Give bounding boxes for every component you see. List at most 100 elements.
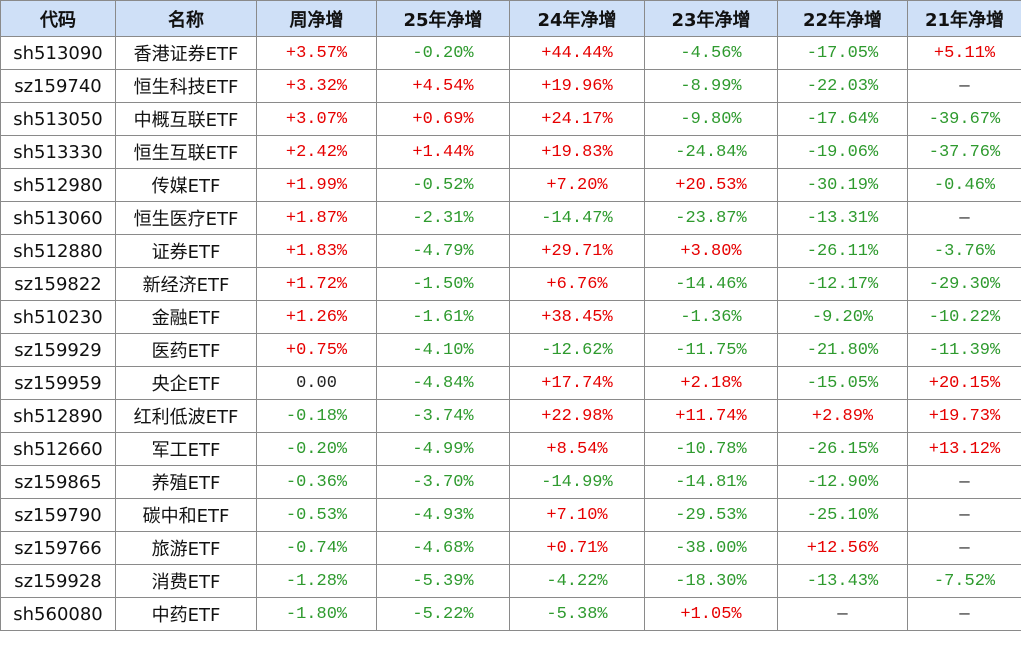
cell-y2023-change: +2.18% [644, 366, 778, 400]
cell-y2024-change: +38.45% [509, 300, 645, 334]
cell-week-change: -1.80% [256, 597, 377, 631]
cell-week-change: +0.75% [256, 333, 377, 367]
cell-y2024-change: +44.44% [509, 36, 645, 70]
cell-week-change: -0.36% [256, 465, 377, 499]
header-name: 名称 [115, 0, 257, 37]
cell-y2024-change: -14.47% [509, 201, 645, 235]
cell-name: 金融ETF [115, 300, 257, 334]
cell-name: 旅游ETF [115, 531, 257, 565]
cell-y2025-change: +1.44% [376, 135, 510, 169]
cell-y2024-change: +7.10% [509, 498, 645, 532]
cell-y2025-change: -3.70% [376, 465, 510, 499]
cell-y2021-change: — [907, 465, 1021, 499]
header-code: 代码 [0, 0, 116, 37]
cell-y2021-change: — [907, 69, 1021, 103]
cell-name: 证券ETF [115, 234, 257, 268]
table-body: sh513090 香港证券ETF +3.57% -0.20% +44.44% -4.56%… [0, 36, 1021, 631]
header-2022-change: 22年净增 [777, 0, 908, 37]
table-header: 代码 名称 周净增 25年净增 24年净增 23年净增 22年净增 21年净增 [0, 0, 1021, 37]
cell-name: 香港证券ETF [115, 36, 257, 70]
cell-code: sh513060 [0, 201, 116, 235]
cell-y2025-change: +4.54% [376, 69, 510, 103]
cell-y2021-change: -39.67% [907, 102, 1021, 136]
cell-code: sh512660 [0, 432, 116, 466]
cell-y2022-change: -21.80% [777, 333, 908, 367]
cell-name: 央企ETF [115, 366, 257, 400]
cell-y2024-change: +17.74% [509, 366, 645, 400]
etf-performance-table: 代码 名称 周净增 25年净增 24年净增 23年净增 22年净增 21年净增 … [0, 0, 1021, 631]
cell-week-change: +1.99% [256, 168, 377, 202]
cell-y2025-change: -0.52% [376, 168, 510, 202]
cell-y2024-change: +6.76% [509, 267, 645, 301]
cell-code: sz159865 [0, 465, 116, 499]
cell-y2023-change: +3.80% [644, 234, 778, 268]
cell-y2022-change: -9.20% [777, 300, 908, 334]
table-row: sh513050 中概互联ETF +3.07% +0.69% +24.17% -9.80%… [0, 102, 1021, 136]
cell-y2022-change: +12.56% [777, 531, 908, 565]
cell-y2022-change: -25.10% [777, 498, 908, 532]
cell-y2022-change: -13.43% [777, 564, 908, 598]
cell-week-change: +3.07% [256, 102, 377, 136]
table-row: sz159865 养殖ETF -0.36% -3.70% -14.99% -14.81% -… [0, 465, 1021, 499]
cell-y2024-change: +8.54% [509, 432, 645, 466]
table-row: sh513090 香港证券ETF +3.57% -0.20% +44.44% -4.56%… [0, 36, 1021, 70]
cell-y2025-change: -0.20% [376, 36, 510, 70]
cell-y2025-change: -4.84% [376, 366, 510, 400]
table-row: sz159790 碳中和ETF -0.53% -4.93% +7.10% -29.53% -… [0, 498, 1021, 532]
cell-code: sh513050 [0, 102, 116, 136]
cell-y2022-change: -12.90% [777, 465, 908, 499]
cell-y2021-change: +19.73% [907, 399, 1021, 433]
cell-code: sh512890 [0, 399, 116, 433]
cell-y2021-change: -29.30% [907, 267, 1021, 301]
header-2024-change: 24年净增 [509, 0, 645, 37]
cell-week-change: +3.32% [256, 69, 377, 103]
cell-week-change: -1.28% [256, 564, 377, 598]
table-row: sh513330 恒生互联ETF +2.42% +1.44% +19.83% -24.84… [0, 135, 1021, 169]
cell-y2025-change: -4.93% [376, 498, 510, 532]
table-row: sz159928 消费ETF -1.28% -5.39% -4.22% -18.30% -1… [0, 564, 1021, 598]
table-row: sh510230 金融ETF +1.26% -1.61% +38.45% -1.36% -9… [0, 300, 1021, 334]
cell-y2021-change: -7.52% [907, 564, 1021, 598]
cell-name: 军工ETF [115, 432, 257, 466]
cell-y2022-change: -12.17% [777, 267, 908, 301]
cell-y2022-change: -17.64% [777, 102, 908, 136]
cell-y2022-change: -17.05% [777, 36, 908, 70]
cell-code: sz159766 [0, 531, 116, 565]
cell-y2023-change: -10.78% [644, 432, 778, 466]
cell-y2022-change: -15.05% [777, 366, 908, 400]
header-row: 代码 名称 周净增 25年净增 24年净增 23年净增 22年净增 21年净增 [0, 0, 1021, 37]
cell-y2021-change: -37.76% [907, 135, 1021, 169]
cell-name: 红利低波ETF [115, 399, 257, 433]
cell-y2021-change: — [907, 597, 1021, 631]
cell-y2021-change: -3.76% [907, 234, 1021, 268]
cell-y2021-change: — [907, 498, 1021, 532]
cell-code: sh513090 [0, 36, 116, 70]
cell-code: sz159929 [0, 333, 116, 367]
cell-y2024-change: -5.38% [509, 597, 645, 631]
cell-y2023-change: -23.87% [644, 201, 778, 235]
cell-name: 新经济ETF [115, 267, 257, 301]
cell-y2025-change: -1.50% [376, 267, 510, 301]
cell-week-change: +1.26% [256, 300, 377, 334]
cell-y2025-change: -5.39% [376, 564, 510, 598]
table-row: sh560080 中药ETF -1.80% -5.22% -5.38% +1.05% — — [0, 597, 1021, 631]
cell-y2024-change: +24.17% [509, 102, 645, 136]
table-row: sh512980 传媒ETF +1.99% -0.52% +7.20% +20.53% -3… [0, 168, 1021, 202]
cell-y2023-change: -14.46% [644, 267, 778, 301]
cell-code: sh513330 [0, 135, 116, 169]
cell-y2022-change: -30.19% [777, 168, 908, 202]
cell-y2023-change: +11.74% [644, 399, 778, 433]
cell-y2025-change: -3.74% [376, 399, 510, 433]
cell-y2023-change: -14.81% [644, 465, 778, 499]
cell-code: sz159928 [0, 564, 116, 598]
cell-name: 恒生医疗ETF [115, 201, 257, 235]
cell-y2021-change: — [907, 531, 1021, 565]
header-2023-change: 23年净增 [644, 0, 778, 37]
cell-week-change: -0.53% [256, 498, 377, 532]
cell-y2023-change: -4.56% [644, 36, 778, 70]
cell-y2025-change: +0.69% [376, 102, 510, 136]
cell-name: 碳中和ETF [115, 498, 257, 532]
cell-y2022-change: — [777, 597, 908, 631]
cell-y2025-change: -5.22% [376, 597, 510, 631]
cell-y2024-change: +22.98% [509, 399, 645, 433]
